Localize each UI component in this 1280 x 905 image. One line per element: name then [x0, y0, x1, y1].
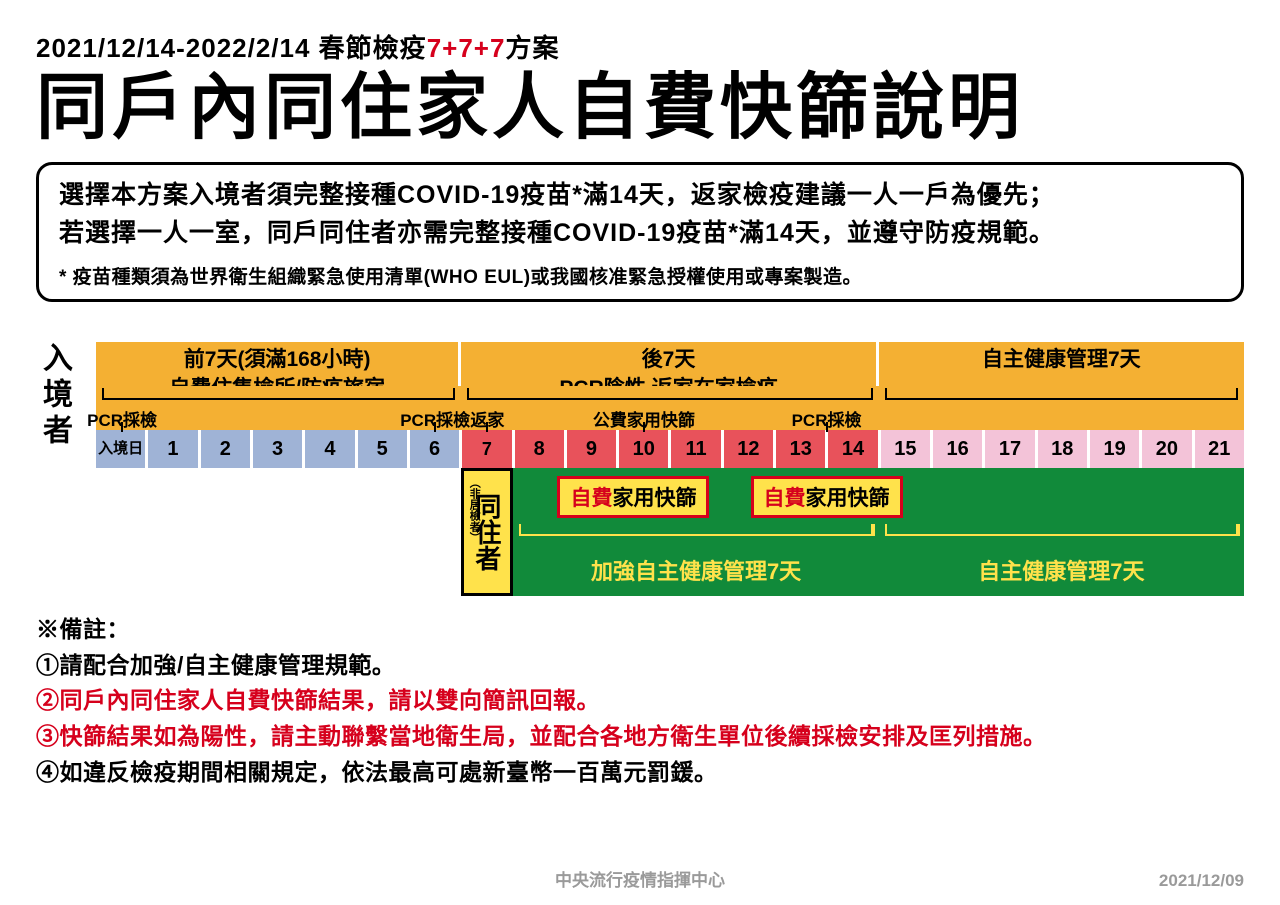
day-cell: 17 — [985, 430, 1037, 468]
footer-center: 中央流行疫情指揮中心 — [555, 866, 725, 891]
note-item: ③快篩結果如為陽性，請主動聯繫當地衛生局，並配合各地方衛生單位後續採檢安排及匡列… — [36, 719, 1244, 755]
cohabitant-green: 自費家用快篩自費家用快篩加強自主健康管理7天 自主健康管理7天 — [513, 468, 1244, 596]
info-line2: 若選擇一人一室，同戶同住者亦需完整接種COVID-19疫苗*滿14天，並遵守防疫… — [59, 215, 1221, 253]
cohabitant-row: （非居檢者）同住者 自費家用快篩自費家用快篩加強自主健康管理7天 自主健康管理7天 — [96, 468, 1244, 596]
cohabitant-label: （非居檢者）同住者 — [461, 468, 513, 596]
day-cell: 21 — [1195, 430, 1244, 468]
day-cell: 8 — [515, 430, 567, 468]
day-cell: 19 — [1090, 430, 1142, 468]
cohabitant-segment-label: 自主健康管理7天 — [978, 554, 1144, 586]
main-title: 同戶內同住家人自費快篩說明 — [36, 69, 1244, 148]
day-cell: 10 — [619, 430, 671, 468]
days-row: 入境日123456789101112131415161718192021 — [96, 430, 1244, 468]
day-cell: 13 — [776, 430, 828, 468]
timeline: 入境者 前7天(須滿168小時)自費住集檢所/防疫旅宿後7天PCR陰性 返家在家… — [36, 342, 1244, 596]
subtitle-suffix: 方案 — [505, 33, 559, 63]
day-cell: 9 — [567, 430, 619, 468]
day-cell: 20 — [1142, 430, 1194, 468]
subtitle-prefix: 2021/12/14-2022/2/14 春節檢疫 — [36, 33, 427, 63]
notes: ※備註： ①請配合加強/自主健康管理規範。②同戶內同住家人自費快篩結果，請以雙向… — [36, 612, 1244, 790]
subtitle: 2021/12/14-2022/2/14 春節檢疫7+7+7方案 — [36, 28, 1244, 65]
day-cell: 11 — [671, 430, 723, 468]
day-cell: 6 — [410, 430, 462, 468]
day-cell: 7 — [462, 430, 514, 468]
info-note: * 疫苗種類須為世界衛生組織緊急使用清單(WHO EUL)或我國核准緊急授權使用… — [59, 262, 1221, 289]
footer-date: 2021/12/09 — [1159, 871, 1244, 891]
notes-heading: ※備註： — [36, 612, 1244, 648]
entrant-label: 入境者 — [32, 342, 76, 450]
info-box: 選擇本方案入境者須完整接種COVID-19疫苗*滿14天，返家檢疫建議一人一戶為… — [36, 162, 1244, 302]
day-cell: 入境日 — [96, 430, 148, 468]
day-cell: 12 — [724, 430, 776, 468]
self-pay-badge: 自費家用快篩 — [557, 476, 709, 518]
cohabitant-segment-label: 加強自主健康管理7天 — [591, 554, 801, 586]
info-line1: 選擇本方案入境者須完整接種COVID-19疫苗*滿14天，返家檢疫建議一人一戶為… — [59, 177, 1221, 215]
subtitle-red: 7+7+7 — [427, 33, 506, 63]
day-cell: 14 — [828, 430, 880, 468]
day-cell: 4 — [305, 430, 357, 468]
day-cell: 16 — [933, 430, 985, 468]
note-item: ②同戶內同住家人自費快篩結果，請以雙向簡訊回報。 — [36, 683, 1244, 719]
note-item: ④如違反檢疫期間相關規定，依法最高可處新臺幣一百萬元罰鍰。 — [36, 755, 1244, 791]
events-row: PCR採檢PCR採檢返家公費家用快篩PCR採檢 — [96, 386, 1244, 430]
day-cell: 1 — [148, 430, 200, 468]
day-cell: 2 — [201, 430, 253, 468]
note-item: ①請配合加強/自主健康管理規範。 — [36, 648, 1244, 684]
day-cell: 5 — [358, 430, 410, 468]
day-cell: 18 — [1038, 430, 1090, 468]
day-cell: 3 — [253, 430, 305, 468]
self-pay-badge: 自費家用快篩 — [751, 476, 903, 518]
day-cell: 15 — [881, 430, 933, 468]
